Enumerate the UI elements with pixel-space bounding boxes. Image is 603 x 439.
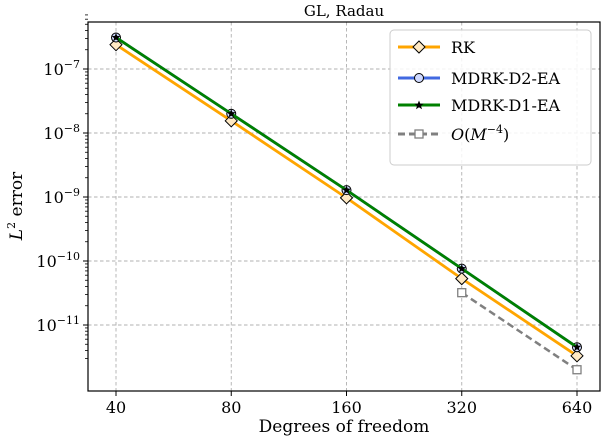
legend-label-d1: MDRK-D1-EA xyxy=(451,96,561,115)
series-layer xyxy=(109,32,584,375)
data-point-ref xyxy=(572,365,582,375)
data-point-d1 xyxy=(111,32,121,42)
data-point-d1 xyxy=(572,342,582,351)
x-tick-label: 40 xyxy=(106,398,126,417)
series-d1 xyxy=(111,32,582,351)
legend-marker-d1 xyxy=(414,100,424,110)
data-point-d1 xyxy=(342,185,351,194)
chart-title: GL, Radau xyxy=(304,2,385,20)
data-point-rk xyxy=(455,271,469,286)
legend-marker-rk xyxy=(412,40,426,54)
y-axis-label: L2 error xyxy=(5,171,27,241)
legend-ref-close: ) xyxy=(503,125,509,144)
legend-ref-exp: −4 xyxy=(487,123,503,136)
legend-item-d2: MDRK-D2-EA xyxy=(398,69,561,88)
series-line-ref xyxy=(461,291,578,371)
legend-label-d2: MDRK-D2-EA xyxy=(451,69,561,88)
legend-marker-ref xyxy=(414,129,424,139)
x-axis-label: Degrees of freedom xyxy=(259,417,430,437)
legend-ref-M: M xyxy=(469,125,487,144)
y-axis-label-sup: 2 xyxy=(5,222,18,229)
x-tick-label: 80 xyxy=(221,398,241,417)
y-axis-label-L: L xyxy=(7,229,27,241)
y-tick-label: 10−7 xyxy=(43,58,80,79)
legend-label-rk: RK xyxy=(451,38,476,57)
data-point-rk xyxy=(109,37,123,52)
data-point-d1 xyxy=(226,109,236,118)
data-point-ref xyxy=(457,288,467,298)
plot-frame xyxy=(87,21,601,392)
legend-item-ref: O(M−4) xyxy=(398,123,509,144)
data-point-rk xyxy=(339,191,354,205)
legend-item-rk: RK xyxy=(398,38,476,57)
legend-ref-O: O xyxy=(451,125,464,144)
x-tick-label: 320 xyxy=(446,398,477,417)
legend-marker-d2 xyxy=(414,73,424,83)
y-tick-label: 10−9 xyxy=(43,186,80,207)
legend-label-ref: O(M−4) xyxy=(451,123,509,144)
series-rk xyxy=(109,37,584,363)
legend-box xyxy=(389,29,592,166)
data-point-rk xyxy=(224,114,238,128)
ticks: 40 80 160 320 640 10−11 10−10 10−9 10−8 10−7 xyxy=(36,14,593,417)
legend-ref-open: ( xyxy=(464,125,470,144)
y-tick-label: 10−8 xyxy=(43,122,80,143)
legend-item-d1: MDRK-D1-EA xyxy=(398,96,561,115)
data-point-rk xyxy=(570,349,584,363)
y-tick-label: 10−11 xyxy=(36,314,80,335)
x-tick-label: 640 xyxy=(562,398,593,417)
series-ref xyxy=(457,288,582,375)
data-point-d1 xyxy=(457,264,467,273)
y-tick-label: 10−10 xyxy=(36,250,80,271)
y-axis-label-rest: error xyxy=(7,171,27,222)
x-tick-label: 160 xyxy=(331,398,362,417)
legend: RK MDRK-D2-EA MDRK-D1-EA O(M−4) xyxy=(389,29,592,166)
